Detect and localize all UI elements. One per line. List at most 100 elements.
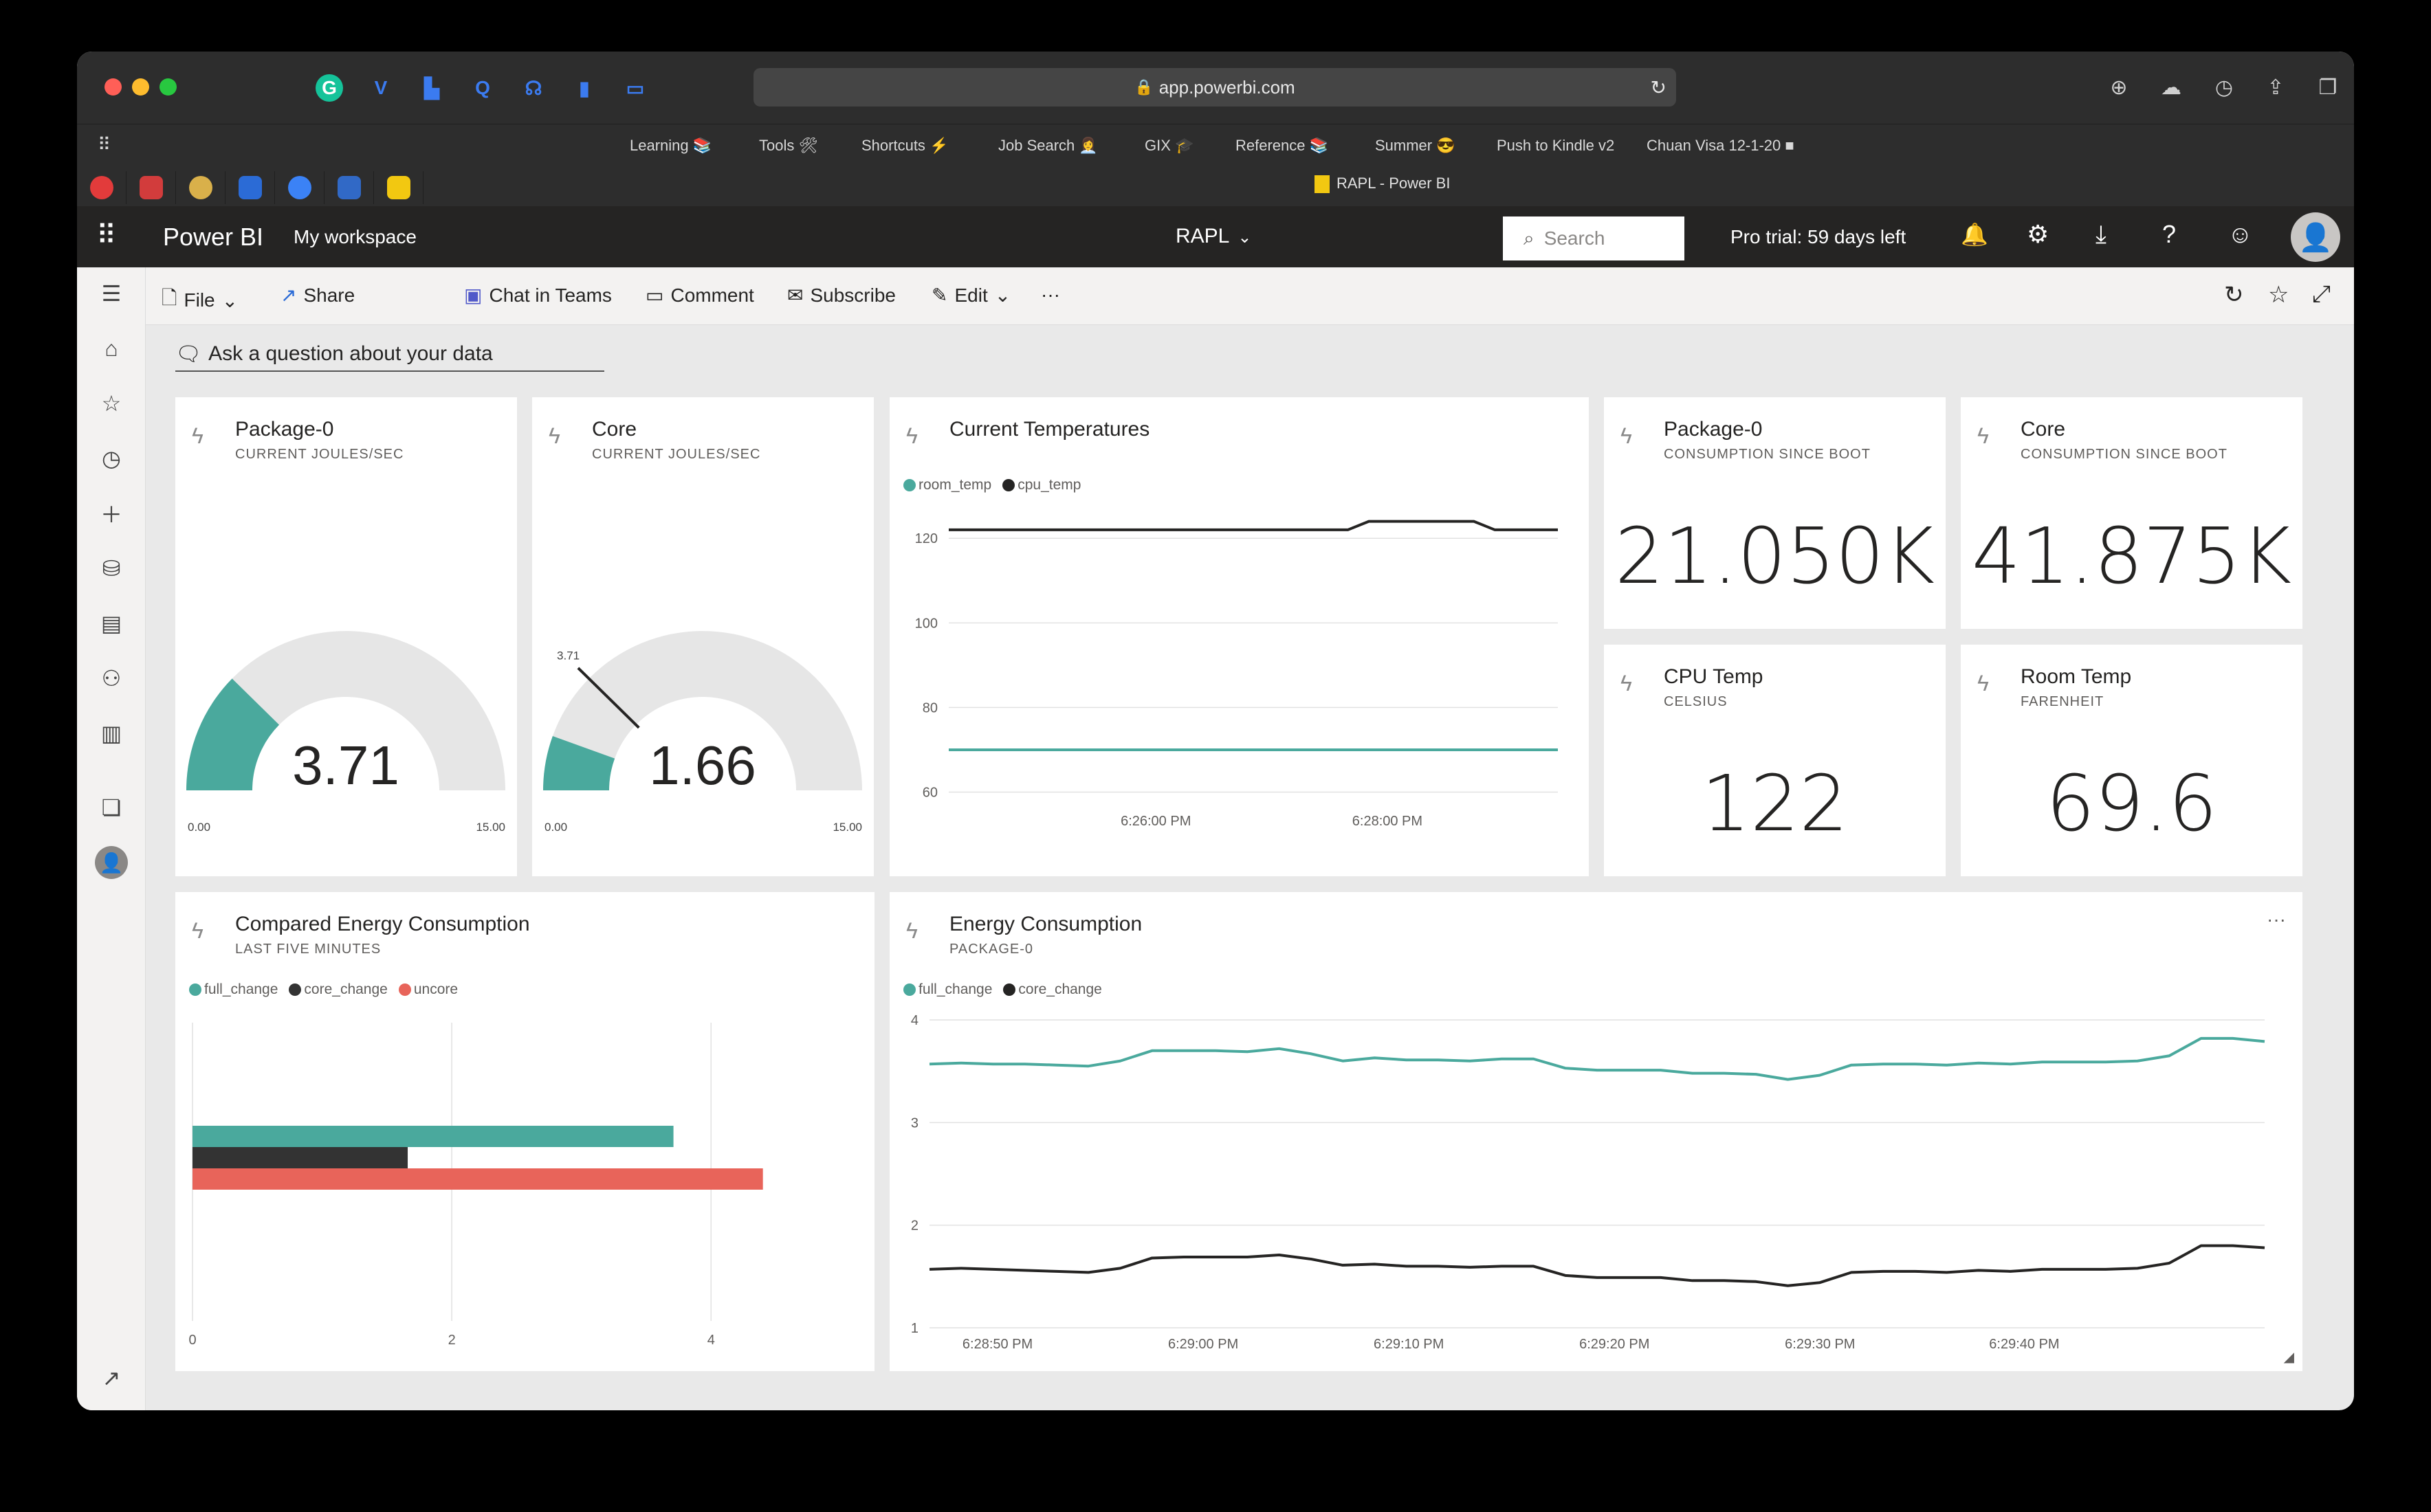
workspaces-icon[interactable]: ❏ — [101, 795, 122, 820]
report-name-dropdown[interactable]: RAPL ⌄ — [1176, 225, 1251, 248]
bookmark-extension-icon[interactable]: ▙ — [424, 77, 439, 99]
app-launcher-icon[interactable]: ⠿ — [96, 221, 117, 251]
tile-compared-energy[interactable]: ϟ Compared Energy Consumption LAST FIVE … — [175, 892, 874, 1371]
resize-handle-icon[interactable]: ◢ — [2283, 1350, 2294, 1365]
legend-item[interactable]: full_change — [903, 981, 992, 998]
gauge-value: 1.66 — [649, 735, 756, 796]
subscribe-button[interactable]: ✉ Subscribe — [787, 284, 896, 307]
favorite-star-icon[interactable]: ☆ — [2268, 282, 2289, 308]
tile-core-gauge[interactable]: ϟ Core CURRENT JOULES/SEC 3.71 1.66 0.00… — [532, 397, 874, 876]
legend-item[interactable]: cpu_temp — [1002, 477, 1081, 493]
refresh-icon[interactable]: ↻ — [2224, 282, 2244, 308]
cloud-icon[interactable]: ☁ — [2161, 76, 2181, 99]
user-avatar[interactable]: 👤 — [2291, 212, 2340, 262]
legend-dot — [289, 983, 302, 996]
bookmark-folder[interactable]: Tools 🛠 — [759, 137, 818, 154]
recent-clock-icon[interactable]: ◷ — [102, 446, 121, 471]
x-tick-label: 6:29:40 PM — [1989, 1337, 2059, 1352]
tile-energy-consumption[interactable]: ϟ Energy Consumption PACKAGE-0 ··· full_… — [890, 892, 2302, 1371]
tile-package-consumption[interactable]: ϟ Package-0 CONSUMPTION SINCE BOOT 21.05… — [1604, 397, 1946, 629]
legend-label: cpu_temp — [1018, 477, 1081, 493]
tile-room-temp[interactable]: ϟ Room Temp FARENHEIT 69.6 — [1961, 645, 2302, 876]
tile-package-gauge[interactable]: ϟ Package-0 CURRENT JOULES/SEC 3.71 0.00… — [175, 397, 517, 876]
legend-item[interactable]: full_change — [189, 981, 278, 998]
zoom-window-button[interactable] — [160, 78, 177, 96]
hamburger-menu-icon[interactable]: ☰ — [101, 281, 122, 306]
trial-status[interactable]: Pro trial: 59 days left — [1730, 226, 1906, 247]
brand-name[interactable]: Power BI — [163, 223, 264, 251]
minimize-window-button[interactable] — [132, 78, 149, 96]
pinned-tab[interactable] — [275, 171, 324, 204]
lightning-bolt-icon: ϟ — [1977, 423, 1989, 448]
qna-ask-box[interactable]: 🗨 Ask a question about your data — [175, 337, 604, 372]
reader-extension-icon[interactable]: ▮ — [579, 77, 590, 99]
notifications-icon[interactable]: 🔔 — [1961, 222, 1988, 247]
my-workspace-icon[interactable]: 👤 — [95, 846, 128, 879]
download-icon[interactable]: ⤓ — [2096, 220, 2106, 248]
pinned-tab[interactable] — [77, 171, 126, 204]
bookmark-folder[interactable]: Learning 📚 — [630, 137, 712, 154]
shared-with-me-icon[interactable]: ⚇ — [101, 666, 122, 691]
bookmark-folder[interactable]: Shortcuts ⚡ — [861, 137, 949, 154]
tile-current-temperatures[interactable]: ϟ Current Temperatures room_temp cpu_temp… — [890, 397, 1589, 876]
file-menu-button[interactable]: 🗋 File ⌄ — [162, 284, 238, 317]
x-tick-label: 2 — [448, 1333, 456, 1348]
active-tab[interactable]: RAPL - Power BI — [1314, 175, 1450, 194]
pinned-tab[interactable] — [324, 171, 374, 204]
tabs-overview-icon[interactable]: ❐ — [2318, 76, 2338, 99]
legend-label: room_temp — [918, 477, 992, 493]
history-icon[interactable]: ◷ — [2214, 76, 2234, 99]
home-icon[interactable]: ⌂ — [104, 335, 118, 361]
privacy-extension-icon[interactable]: ☊ — [525, 77, 542, 99]
close-window-button[interactable] — [104, 78, 122, 96]
learn-book-icon[interactable]: ▥ — [100, 721, 122, 746]
settings-gear-icon[interactable]: ⚙ — [2027, 220, 2049, 248]
pinned-tab[interactable] — [126, 171, 176, 204]
legend-item[interactable]: uncore — [398, 981, 458, 998]
fullscreen-icon[interactable]: ⤢ — [2312, 281, 2331, 307]
grammarly-extension-icon[interactable]: G — [316, 74, 343, 102]
expand-arrow-icon[interactable]: ↗ — [102, 1366, 121, 1390]
share-button[interactable]: ↗ Share — [280, 284, 355, 307]
legend-item[interactable]: core_change — [1003, 981, 1102, 998]
help-icon[interactable]: ? — [2162, 220, 2177, 248]
bookmark-folder[interactable]: GIX 🎓 — [1145, 137, 1194, 154]
bookmark-folder[interactable]: Job Search 👩‍💼 — [998, 137, 1098, 154]
edit-menu-button[interactable]: ✎ Edit ⌄ — [932, 284, 1011, 307]
more-options-button[interactable]: ··· — [1041, 284, 1060, 305]
downloads-icon[interactable]: ⊕ — [2110, 76, 2128, 99]
quick-search-extension-icon[interactable]: Q — [475, 77, 490, 98]
bookmark-folder[interactable]: Reference 📚 — [1235, 137, 1329, 154]
bookmark-link[interactable]: Chuan Visa 12-1-20 ■ — [1647, 137, 1794, 154]
screen-extension-icon[interactable]: ▭ — [626, 77, 645, 99]
share-icon[interactable]: ⇪ — [2267, 76, 2285, 99]
bookmark-link[interactable]: Push to Kindle v2 — [1497, 137, 1615, 154]
comment-button[interactable]: ▭ Comment — [646, 284, 754, 307]
address-bar[interactable]: 🔒 app.powerbi.com ↻ — [754, 68, 1676, 107]
create-plus-icon[interactable]: ＋ — [100, 502, 122, 527]
x-tick-label: 0 — [188, 1333, 196, 1348]
legend-item[interactable]: core_change — [289, 981, 388, 998]
workspace-link[interactable]: My workspace — [294, 226, 417, 247]
pinned-tab[interactable] — [374, 171, 424, 204]
apps-icon[interactable]: ▤ — [100, 611, 122, 636]
feedback-smiley-icon[interactable]: ☺ — [2228, 220, 2253, 248]
search-placeholder: Search — [1543, 227, 1605, 249]
search-input[interactable]: ⌕ Search — [1503, 216, 1684, 260]
chat-in-teams-button[interactable]: ▣ Chat in Teams — [464, 284, 612, 307]
pinned-tab[interactable] — [176, 171, 226, 204]
legend-item[interactable]: room_temp — [903, 477, 991, 493]
tile-core-consumption[interactable]: ϟ Core CONSUMPTION SINCE BOOT 41.875K — [1961, 397, 2302, 629]
vimeo-extension-icon[interactable]: V — [374, 77, 388, 98]
favorites-star-icon[interactable]: ☆ — [101, 391, 122, 416]
apps-grid-icon[interactable]: ⠿ — [98, 134, 111, 155]
tile-subtitle: CONSUMPTION SINCE BOOT — [1664, 447, 1871, 462]
tile-more-options-button[interactable]: ··· — [2267, 909, 2286, 930]
tile-cpu-temp[interactable]: ϟ CPU Temp CELSIUS 122 — [1604, 645, 1946, 876]
bar-uncore — [192, 1168, 763, 1190]
pinned-tab[interactable] — [226, 171, 275, 204]
datasets-icon[interactable]: ⛁ — [102, 556, 121, 581]
lightning-bolt-icon: ϟ — [1977, 671, 1989, 696]
bookmark-folder[interactable]: Summer 😎 — [1375, 137, 1455, 154]
reload-icon[interactable]: ↻ — [1650, 76, 1666, 98]
